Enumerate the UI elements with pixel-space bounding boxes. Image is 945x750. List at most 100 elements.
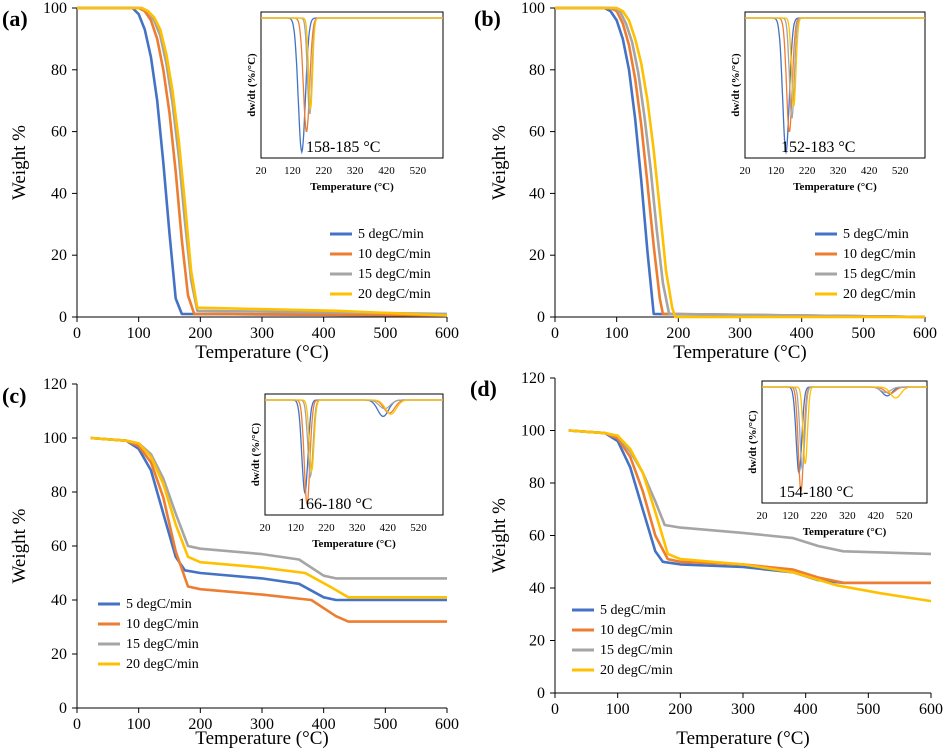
y-axis-label: Weight % [9,125,30,200]
y-tick-label: 20 [51,646,67,663]
inset-x-tick-label: 120 [284,165,301,177]
x-tick-label: 100 [127,716,151,733]
inset-x-tick-label: 420 [380,522,397,534]
inset-x-tick-label: 520 [410,165,427,177]
x-tick-label: 500 [856,701,880,718]
y-tick-label: 60 [51,538,67,555]
x-tick-label: 300 [731,701,755,718]
inset-dtg-curve-4 [745,17,925,107]
x-tick-label: 400 [312,325,336,342]
inset-x-tick-label: 120 [768,165,785,177]
x-tick-label: 600 [435,325,459,342]
legend-entry: 15 degC/min [126,637,199,652]
inset-dtg: 20 120 220 320 420 520 Temperature (°C) dw/dt (… [246,11,444,193]
x-axis-label: Temperature (°C) [673,342,806,363]
legend-entry: 20 degC/min [126,657,199,672]
y-axis-label: Weight % [489,125,510,200]
inset-dtg: 20 120 220 320 420 520 Temperature (°C) dw/dt (… [730,11,926,193]
inset-frame [744,11,926,159]
y-tick-label: 20 [51,247,67,264]
x-tick-label: 200 [188,716,212,733]
x-tick-label: 300 [728,325,752,342]
x-tick-label: 600 [913,325,937,342]
legend-entry: 15 degC/min [358,267,431,282]
legend-entry: 10 degC/min [358,247,431,262]
series-line-1 [90,436,447,602]
inset-dtg-curve-4 [261,17,443,110]
inset-x-tick-label: 120 [782,510,799,522]
y-tick-label: 100 [521,0,545,17]
legend: 5 degC/min 10 degC/min 15 degC/min 20 degC/… [815,227,916,302]
inset-dtg-curve-4 [762,386,927,465]
inset-x-tick-label: 220 [316,165,333,177]
inset-x-axis-label: Temperature (°C) [312,538,396,550]
legend-entry: 5 degC/min [600,603,666,618]
y-tick-label: 80 [529,62,545,79]
legend: 5 degC/min 10 degC/min 15 degC/min 20 degC/… [98,597,199,672]
inset-x-axis-label: Temperature (°C) [310,181,394,193]
inset-y-axis-label: dw/dt (%/°C) [246,53,258,117]
inset-frame [260,11,444,159]
legend-entry: 10 degC/min [126,617,199,632]
inset-x-tick-label: 20 [256,165,268,177]
x-tick-label: 300 [250,716,274,733]
x-tick-label: 300 [250,325,274,342]
x-tick-label: 200 [188,325,212,342]
y-tick-label: 40 [529,580,545,597]
inset-x-tick-label: 320 [839,510,856,522]
inset-x-tick-label: 20 [757,510,769,522]
legend-entry: 5 degC/min [126,597,192,612]
legend: 5 degC/min 10 degC/min 15 degC/min 20 degC/… [572,603,673,678]
panel-label: (c) [2,383,26,408]
inset-x-tick-label: 520 [892,165,909,177]
x-axis-label: Temperature (°C) [195,728,328,749]
panel-label: (b) [474,6,501,31]
series-line-2 [77,6,448,317]
y-tick-label: 0 [537,309,545,326]
legend: 5 degC/min 10 degC/min 15 degC/min 20 degC/… [330,227,431,302]
y-tick-label: 60 [529,124,545,141]
series-line-4 [90,436,447,599]
y-tick-label: 40 [529,185,545,202]
inset-x-tick-label: 20 [740,165,752,177]
x-tick-label: 400 [794,701,818,718]
series-line-2 [555,6,926,319]
inset-temperature-range: 166-180 °C [298,496,372,513]
x-axis-label: Temperature (°C) [195,342,328,363]
inset-y-axis-label: dw/dt (%/°C) [730,53,742,117]
y-tick-label: 120 [521,370,545,387]
inset-temperature-range: 154-180 °C [779,484,853,501]
inset-temperature-range: 158-185 °C [306,139,380,156]
inset-frame [264,393,444,516]
panel-label: (a) [2,6,28,31]
series-line-2 [90,436,447,623]
legend-entry: 10 degC/min [843,247,916,262]
inset-dtg-curve-4 [265,399,443,474]
y-tick-label: 60 [51,124,67,141]
y-tick-label: 20 [529,633,545,650]
legend-entry: 20 degC/min [358,287,431,302]
x-tick-label: 500 [373,716,397,733]
series-line-4 [555,6,925,319]
series-line-3 [555,6,926,319]
y-axis-label: Weight % [9,508,30,583]
inset-x-tick-label: 320 [347,165,364,177]
y-tick-label: 0 [59,309,67,326]
y-tick-label: 80 [51,62,67,79]
x-tick-label: 600 [435,716,459,733]
x-tick-label: 400 [790,325,814,342]
inset-x-axis-label: Temperature (°C) [803,526,887,538]
series-line-2 [568,429,931,585]
y-tick-label: 20 [529,247,545,264]
y-tick-label: 80 [51,484,67,501]
inset-temperature-range: 152-183 °C [781,139,855,156]
x-tick-label: 0 [73,325,81,342]
inset-x-axis-label: Temperature (°C) [793,181,877,193]
series-line-1 [77,6,448,317]
inset-x-tick-label: 420 [861,165,878,177]
y-tick-label: 120 [43,376,67,393]
y-tick-label: 80 [529,475,545,492]
y-tick-label: 0 [59,700,67,717]
legend-entry: 5 degC/min [843,227,909,242]
